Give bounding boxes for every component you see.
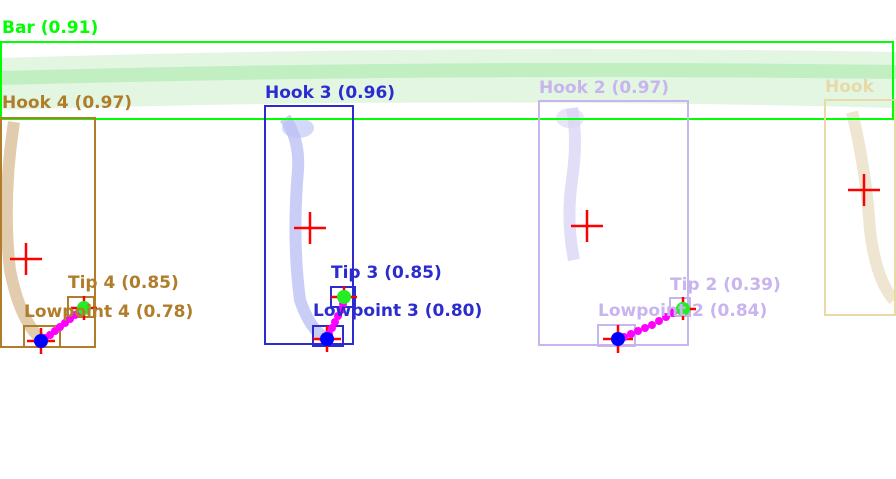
lowpoint-2-label: Lowpoint 2 (0.84) <box>598 301 767 321</box>
tip-4-point <box>77 301 91 315</box>
hook-2-shape <box>563 106 581 262</box>
lowpoint-2-bbox <box>597 324 636 347</box>
hook-1-bbox <box>824 99 896 316</box>
tip-2-label: Tip 2 (0.39) <box>670 275 781 295</box>
hook-1-shape <box>846 110 896 305</box>
center-crosses <box>10 174 880 354</box>
hook-2-center-icon <box>571 210 603 242</box>
bar-bbox <box>0 41 894 120</box>
bar-label: Bar (0.91) <box>2 18 98 38</box>
hook-2-label: Hook 2 (0.97) <box>539 78 669 98</box>
hook-4-shape <box>0 121 45 343</box>
photo-content <box>0 49 896 344</box>
hook-3-bbox <box>264 105 354 345</box>
lowpoint-3-point <box>320 332 334 346</box>
lowpoint-2-point <box>611 332 625 346</box>
hook-1-center-icon <box>848 174 880 206</box>
lowpoint-4-label: Lowpoint 4 (0.78) <box>24 302 193 322</box>
hook-1-label: Hook <box>825 77 875 97</box>
hook-3-shape <box>279 114 330 344</box>
tip-2-point <box>676 302 690 316</box>
tip-2-bbox <box>669 297 691 317</box>
lowpoint-4-point <box>34 334 48 348</box>
hook-4-center-icon <box>10 243 42 275</box>
tip-4-label: Tip 4 (0.85) <box>68 273 179 293</box>
lowpoint-3-label: Lowpoint 3 (0.80) <box>313 301 482 321</box>
hook-3-label: Hook 3 (0.96) <box>265 83 395 103</box>
tip-3-point <box>337 290 351 304</box>
tip-3-label: Tip 3 (0.85) <box>331 263 442 283</box>
hook-3-center-icon <box>294 212 326 244</box>
hook-4-label: Hook 4 (0.97) <box>2 93 132 113</box>
